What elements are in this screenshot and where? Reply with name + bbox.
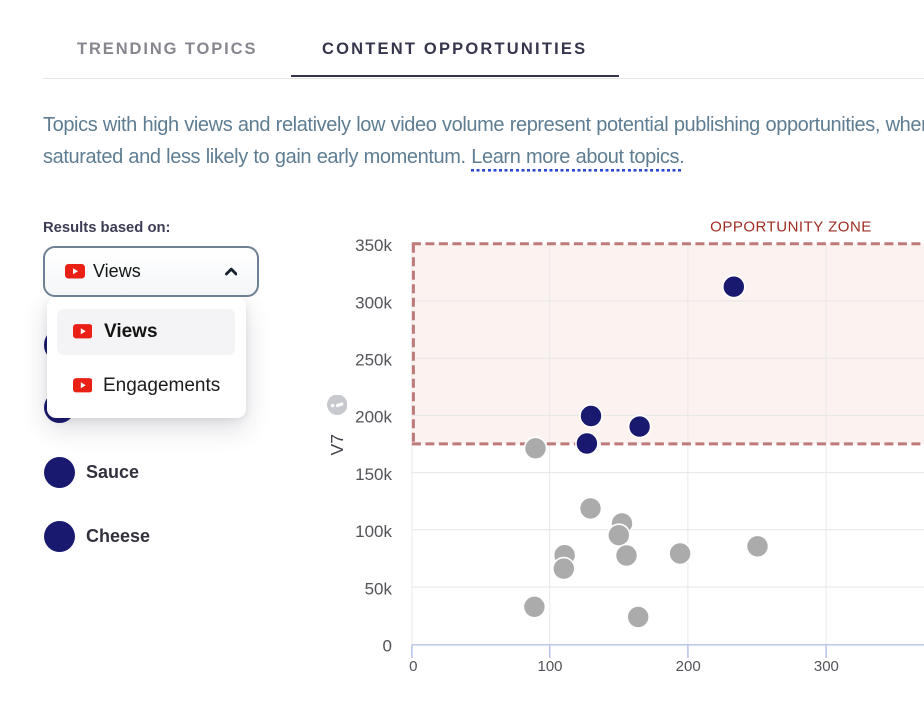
svg-text:0: 0 [383, 637, 392, 656]
svg-text:250k: 250k [355, 351, 392, 370]
svg-text:100k: 100k [355, 522, 392, 541]
svg-text:50k: 50k [365, 579, 393, 598]
svg-text:OPPORTUNITY ZONE: OPPORTUNITY ZONE [710, 219, 872, 236]
svg-text:300: 300 [814, 658, 839, 675]
svg-text:100: 100 [537, 658, 562, 675]
svg-text:200: 200 [676, 658, 701, 675]
svg-text:150k: 150k [355, 465, 392, 484]
svg-text:300k: 300k [355, 293, 392, 312]
svg-text:200k: 200k [355, 408, 392, 427]
svg-text:0: 0 [409, 658, 417, 675]
svg-text:350k: 350k [355, 236, 392, 255]
